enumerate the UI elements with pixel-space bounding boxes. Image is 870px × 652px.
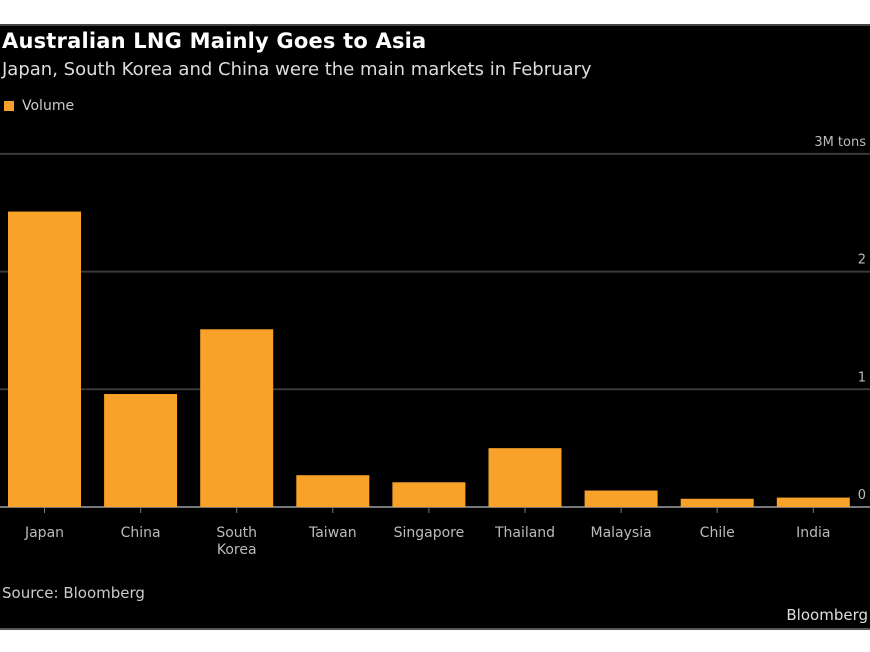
x-tick-label: China — [121, 525, 161, 541]
brand-logo: Bloomberg — [786, 606, 868, 624]
legend: Volume — [4, 98, 74, 114]
bar-malaysia — [584, 490, 658, 507]
bar-south-korea — [200, 329, 274, 507]
x-tick-label: Chile — [700, 525, 735, 541]
bar-singapore — [392, 482, 466, 507]
x-tick-label: Japan — [24, 525, 64, 541]
bar-india — [776, 497, 850, 507]
chart-panel: Australian LNG Mainly Goes to Asia Japan… — [0, 24, 870, 630]
bar-chart: 0 1 2 3M tons Japan China South Korea Taiwan Sing… — [0, 135, 870, 558]
bar-chile — [680, 498, 754, 507]
x-tick-label: Taiwan — [308, 525, 357, 541]
x-tick-label: Singapore — [394, 525, 465, 541]
legend-label: Volume — [22, 98, 75, 114]
chart-title: Australian LNG Mainly Goes to Asia — [2, 29, 427, 53]
y-tick-label: 1 — [858, 370, 866, 385]
bar-japan — [8, 211, 81, 507]
chart-subtitle: Japan, South Korea and China were the ma… — [2, 59, 592, 80]
x-tick-label: South Korea — [216, 525, 257, 558]
source-note: Source: Bloomberg — [2, 584, 145, 602]
legend-swatch — [4, 101, 14, 111]
bar-china — [104, 394, 178, 507]
y-tick-label: 0 — [858, 488, 866, 503]
x-tick-label: Thailand — [494, 525, 555, 541]
y-tick-label: 2 — [858, 253, 866, 268]
bar-thailand — [488, 448, 562, 507]
bar-taiwan — [296, 475, 370, 507]
y-tick-label: 3M tons — [814, 135, 866, 150]
x-tick-label: Malaysia — [591, 525, 652, 541]
x-tick-label: India — [796, 525, 830, 541]
